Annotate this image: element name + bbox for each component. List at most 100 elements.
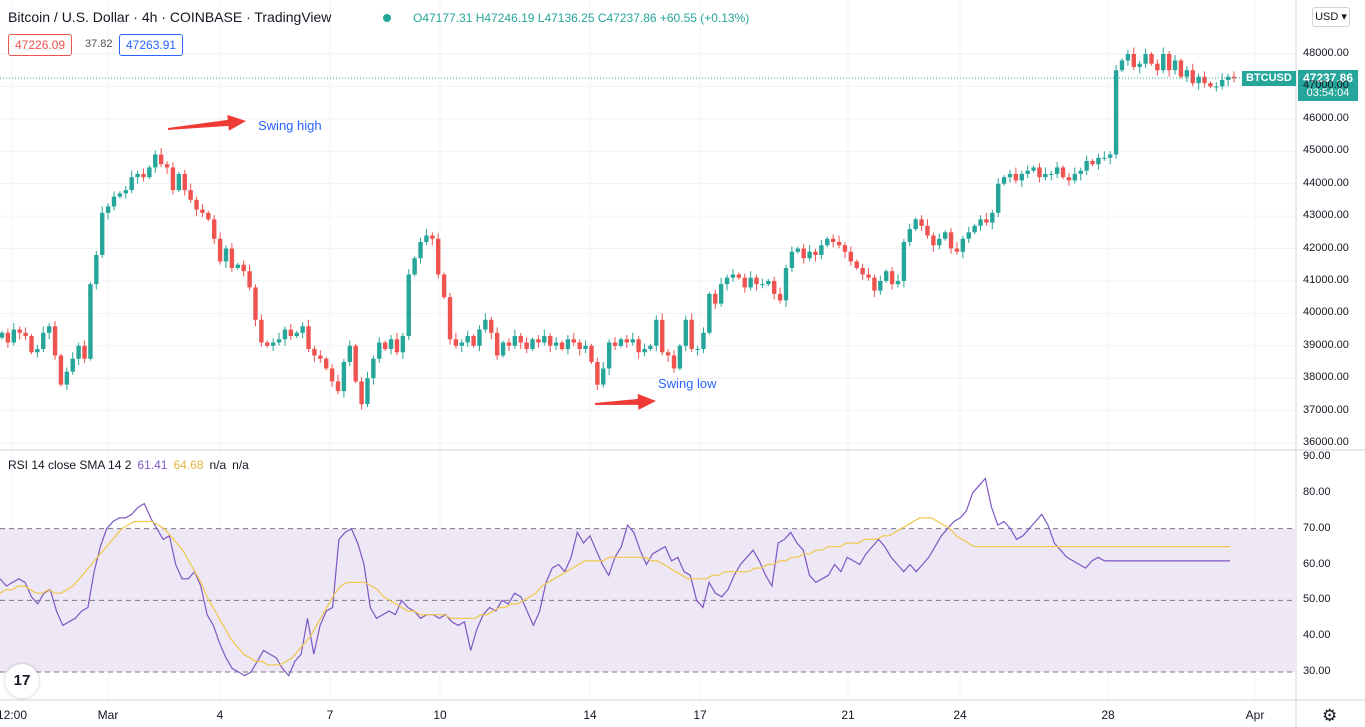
candle-body: [736, 274, 742, 278]
candle-body: [978, 219, 983, 226]
candle-body: [35, 348, 40, 353]
candle-body: [1184, 70, 1190, 77]
candle-body: [41, 332, 46, 349]
time-axis-label: 7: [326, 708, 334, 722]
candle-body: [1125, 54, 1131, 61]
candle-body: [730, 274, 736, 278]
candle-body: [365, 378, 370, 405]
price-axis-label: 38000.00: [1303, 371, 1349, 384]
candle-body: [960, 238, 966, 252]
candle-body: [1031, 167, 1036, 171]
candle-body: [872, 277, 877, 291]
candle-body: [1225, 76, 1231, 80]
candle-body: [123, 190, 128, 194]
candle-body: [194, 199, 199, 210]
price-axis-label: 46000.00: [1303, 111, 1349, 124]
candle-body: [1220, 79, 1225, 87]
candle-body: [1037, 167, 1042, 178]
candle-body: [783, 267, 789, 301]
candle-body: [848, 251, 854, 262]
candle-body: [772, 280, 777, 294]
currency-selector[interactable]: USD ▾: [1312, 7, 1350, 27]
candle-body: [801, 248, 806, 259]
ohlc-readout: O47177.31 H47246.19 L47136.25 C47237.86 …: [413, 11, 750, 25]
candle-body: [1078, 170, 1083, 174]
candle-body: [64, 371, 70, 385]
rsi-sma-line: [0, 517, 1230, 666]
candle-body: [436, 238, 441, 275]
candle-body: [1196, 76, 1201, 84]
candle-body: [424, 235, 429, 243]
candle-body: [707, 293, 712, 333]
candle-body: [158, 154, 164, 165]
candle-body: [1190, 70, 1195, 84]
buy-price-button[interactable]: 47263.91: [119, 34, 184, 56]
candle-body: [217, 238, 223, 262]
candle-body: [412, 258, 417, 275]
swing-low-arrow-shape: [594, 393, 656, 410]
candle-body: [465, 336, 470, 343]
spread-value: 37.82: [85, 38, 113, 50]
candle-body: [819, 245, 824, 255]
candle-body: [1043, 173, 1048, 178]
candle-body: [1090, 160, 1095, 165]
candle-body: [878, 280, 883, 291]
candle-body: [400, 336, 406, 353]
candle-body: [825, 238, 830, 246]
price-axis-label: 39000.00: [1303, 338, 1349, 351]
rsi-axis-label: 40.00: [1303, 629, 1331, 642]
price-axis-label: 37000.00: [1303, 403, 1349, 416]
candle-body: [176, 173, 182, 191]
candle-body: [105, 206, 111, 213]
candle-body: [500, 342, 506, 356]
candle-body: [860, 267, 865, 275]
candle-body: [5, 332, 11, 343]
last-price-tag: 47237.86 03:54:04: [1298, 70, 1358, 101]
candle-body: [388, 339, 394, 349]
candle-body: [276, 339, 282, 343]
candle-body: [1001, 177, 1007, 184]
candle-body: [624, 339, 630, 343]
candle-body: [542, 336, 547, 343]
rsi-na-1: n/a: [209, 458, 227, 472]
candle-body: [288, 329, 294, 337]
candle-body: [1172, 60, 1178, 71]
candle-body: [836, 242, 842, 246]
gear-icon[interactable]: ⚙: [1322, 706, 1338, 725]
candle-body: [147, 167, 152, 178]
candle-body: [813, 251, 818, 255]
candle-body: [235, 264, 240, 268]
candle-body: [0, 332, 5, 338]
candle-body: [548, 336, 553, 346]
candle-body: [1049, 173, 1054, 175]
time-axis-label: 4: [216, 708, 224, 722]
candle-body: [642, 348, 647, 353]
candle-body: [11, 329, 16, 343]
candle-body: [884, 271, 889, 281]
candle-body: [1178, 60, 1184, 77]
candle-body: [972, 225, 977, 233]
candle-body: [966, 232, 971, 239]
price-axis-label: 43000.00: [1303, 209, 1349, 222]
candle-body: [265, 342, 270, 346]
candle-body: [766, 280, 771, 285]
rsi-axis-label: 50.00: [1303, 593, 1331, 606]
time-axis-label: 28: [1101, 708, 1115, 722]
candle-body: [135, 173, 140, 178]
rsi-legend[interactable]: RSI 14 close SMA 14 2 61.41 64.68 n/a n/a: [8, 458, 249, 472]
rsi-axis-label: 80.00: [1303, 485, 1331, 498]
tradingview-logo-icon[interactable]: 17: [5, 664, 39, 698]
candle-body: [665, 352, 671, 356]
chart-title: Bitcoin / U.S. Dollar · 4h · COINBASE · …: [8, 9, 332, 25]
candle-body: [17, 329, 22, 333]
candle-body: [318, 355, 323, 359]
candle-body: [789, 251, 795, 268]
candle-body: [329, 368, 335, 382]
candle-body: [612, 342, 618, 346]
candle-body: [777, 293, 783, 301]
candle-body: [447, 297, 453, 340]
candle-body: [129, 177, 134, 191]
sell-price-button[interactable]: 47226.09: [8, 34, 73, 56]
candle-body: [200, 209, 205, 213]
